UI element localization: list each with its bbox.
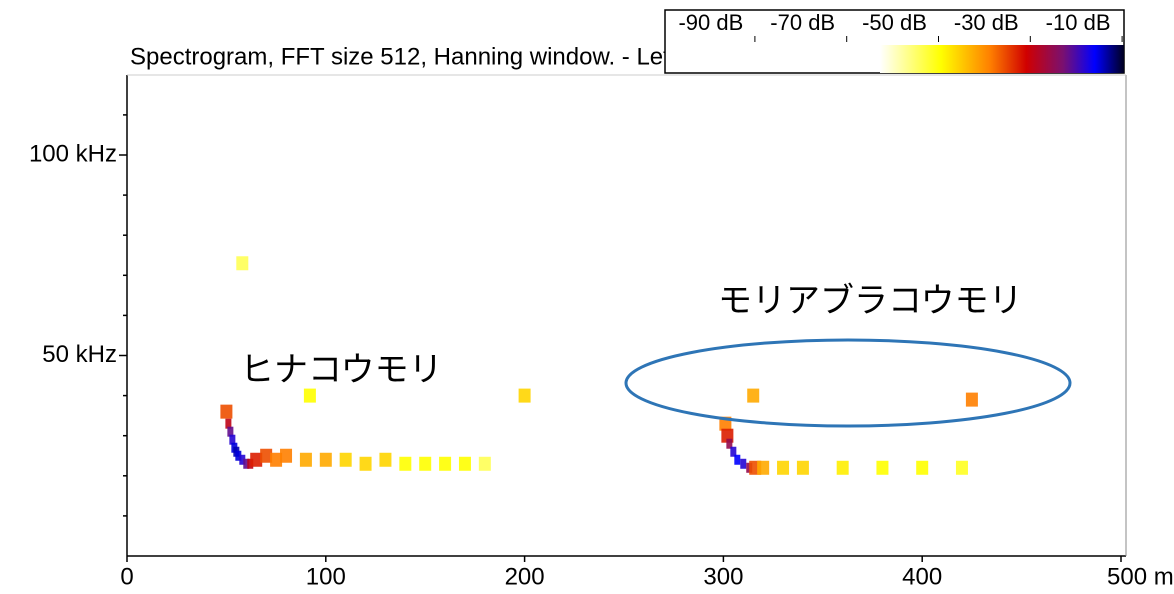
x-tick-label: 300 [703,563,743,589]
spectrogram-cell [419,456,432,471]
chart-title: Spectrogram, FFT size 512, Hanning windo… [130,43,683,70]
spectrogram-cell [757,460,770,475]
spectrogram-cell [916,460,929,475]
spectrogram-cell [220,404,233,419]
spectrogram-cell [303,388,316,403]
spectrogram-cell [740,458,747,469]
colorbar-tick-label: -50 dB [862,10,927,35]
spectrogram-cell [796,460,809,475]
spectrogram-cell [229,434,236,445]
spectrogram-cell [260,448,273,463]
highlight-ellipse [624,338,1072,428]
spectrogram-cell [280,448,293,463]
spectrogram-cell [339,452,352,467]
colorbar [880,45,1124,73]
spectrogram-cell [270,452,283,467]
annotation: モリアブラコウモリ [718,282,1023,320]
spectrogram-cell [955,460,968,475]
spectrogram-cell [243,458,250,469]
spectrogram-cell [399,456,412,471]
spectrogram-cell [458,456,471,471]
spectrogram-cell [236,256,249,271]
colorbar-tick-label: -30 dB [954,10,1019,35]
spectrogram-cell [239,454,246,465]
x-tick-label: 400 [902,563,942,589]
x-tick-label: 0 [120,563,133,589]
spectrogram [220,256,978,475]
y-tick-label: 50 kHz [42,341,117,368]
spectrogram-cell [876,460,889,475]
spectrogram-cell [319,452,332,467]
spectrogram-cell [299,452,312,467]
spectrogram-cell [726,438,733,449]
colorbar-tick-label: -90 dB [678,10,743,35]
spectrogram-cell [730,446,737,457]
x-tick-label: 200 [505,563,545,589]
spectrogram-cell [518,388,531,403]
spectrogram-cell [747,388,760,403]
x-tick-label: 100 [306,563,346,589]
x-tick-label: 500 ms [1107,563,1174,589]
y-tick-label: 100 kHz [29,140,117,167]
spectrogram-cell [227,426,234,437]
spectrogram-cell [777,460,790,475]
spectrogram-cell [250,452,263,467]
spectrogram-cell [478,456,491,471]
colorbar-tick-label: -10 dB [1046,10,1111,35]
colorbar-tick-label: -70 dB [770,10,835,35]
spectrogram-cell [379,452,392,467]
spectrogram-cell [836,460,849,475]
spectrogram-cell [359,456,372,471]
spectrogram-cell [734,454,741,465]
spectrogram-cell [235,450,242,461]
annotation: ヒナコウモリ [240,351,443,389]
spectrogram-cell [965,392,978,407]
spectrogram-cell [225,418,232,429]
spectrogram-cell [439,456,452,471]
